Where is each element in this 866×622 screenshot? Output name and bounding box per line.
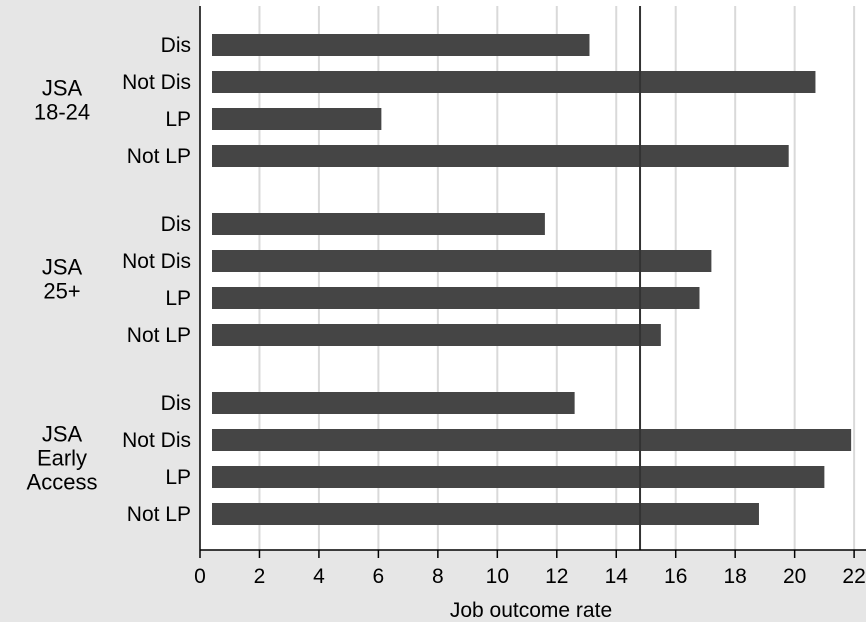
bar [212,145,789,167]
bar-label: Not LP [127,145,191,168]
x-tick-label: 12 [545,565,568,588]
axis-panel [0,550,866,622]
x-axis-ticks: 0 2 4 6 8 10 12 14 16 18 20 22 [194,550,866,588]
bar [212,429,852,451]
bar-label: Not LP [127,324,191,347]
bar-label: Not Dis [122,429,191,452]
group-label: 18-24 [34,100,90,125]
x-tick-label: 22 [842,565,865,588]
x-tick-label: 8 [432,565,444,588]
x-tick-label: 16 [664,565,687,588]
bar [212,287,700,309]
group-label: JSA [42,422,83,447]
label-panel [0,0,200,622]
group-label: JSA [42,76,83,101]
bar-label: Not LP [127,503,191,526]
gridlines [258,6,856,550]
x-tick-label: 0 [194,565,206,588]
bar [212,213,545,235]
bar-label: Not Dis [122,250,191,273]
x-tick-label: 2 [254,565,266,588]
bar-label: LP [165,287,191,310]
bar [212,503,759,525]
bar-label: LP [165,466,191,489]
bar [212,250,712,272]
bar-label: Dis [161,34,191,57]
x-tick-label: 14 [605,565,629,588]
bar-label: Dis [161,392,191,415]
bar [212,108,382,130]
bar [212,466,825,488]
x-tick-label: 10 [486,565,509,588]
x-tick-label: 18 [723,565,746,588]
x-tick-label: 6 [373,565,385,588]
x-tick-label: 4 [313,565,325,588]
bar-label: Not Dis [122,71,191,94]
bar-labels: Dis Not Dis LP Not LP Dis Not Dis LP Not LP Dis N… [122,34,191,526]
group-label: Access [27,470,98,495]
group-label: 25+ [43,279,80,304]
x-axis-label: Job outcome rate [450,599,612,622]
bar [212,34,590,56]
group-label: JSA [42,255,83,280]
bar [212,324,661,346]
bar [212,71,816,93]
bar [212,392,575,414]
group-label: Early [37,446,87,471]
x-tick-label: 20 [783,565,806,588]
bar-label: LP [165,108,191,131]
bars [212,34,852,525]
bar-label: Dis [161,213,191,236]
